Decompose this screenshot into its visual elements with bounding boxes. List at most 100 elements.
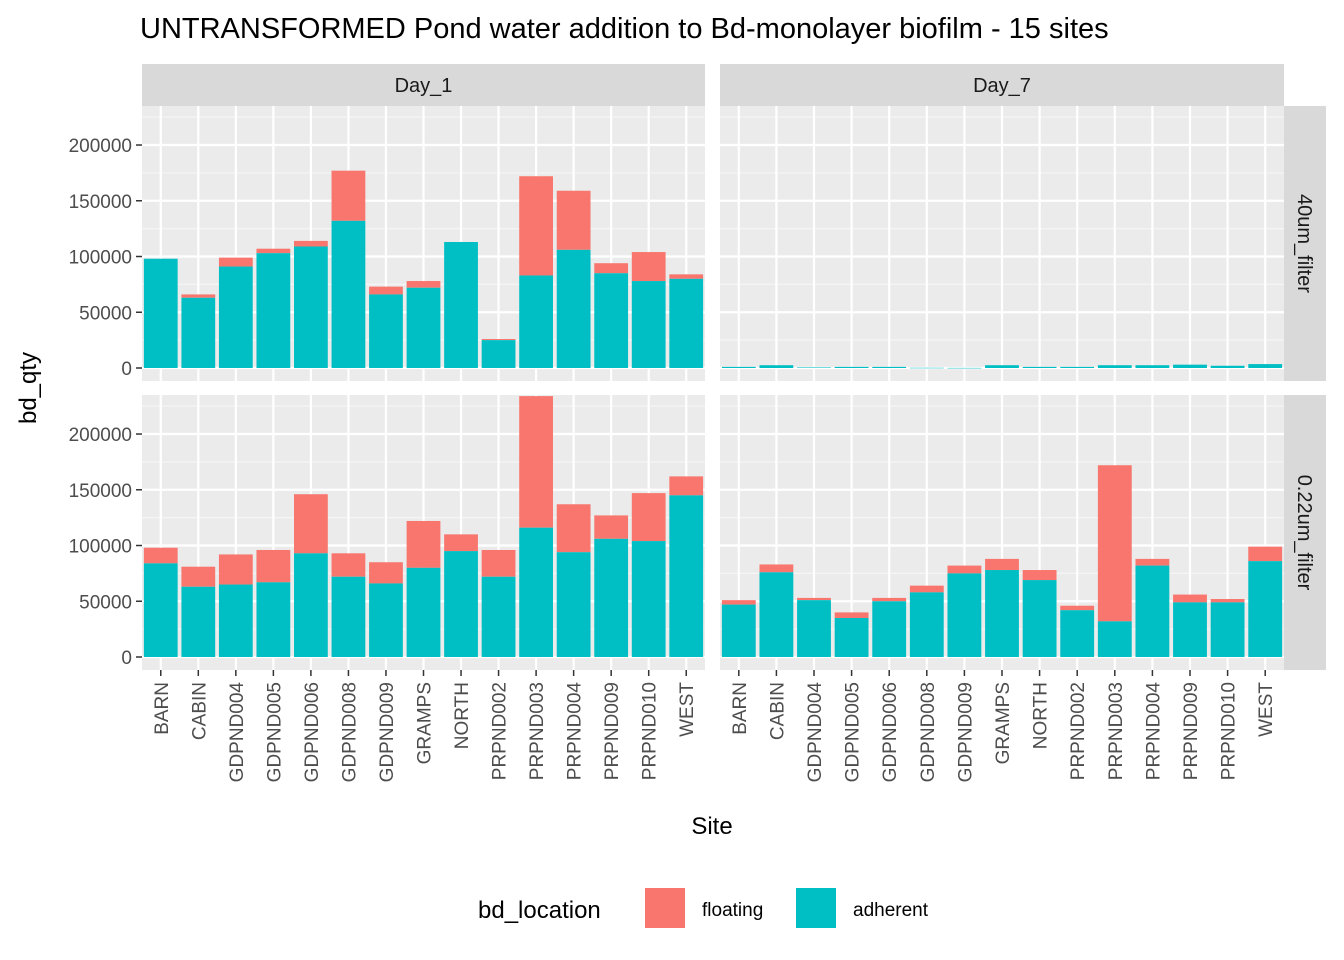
bar-floating <box>1135 558 1170 566</box>
bar-floating <box>481 339 516 341</box>
bar-adherent <box>1022 580 1057 657</box>
y-tick-label: 50000 <box>79 303 132 324</box>
x-tick-label: WEST <box>1256 682 1277 737</box>
facet-label-col: Day_7 <box>973 75 1031 97</box>
bar-adherent <box>669 495 704 657</box>
x-tick-label: PRPND004 <box>1143 682 1164 781</box>
bar-adherent <box>1060 366 1095 368</box>
bar-floating <box>143 547 178 564</box>
bar-floating <box>294 240 328 247</box>
bar-floating <box>721 600 756 605</box>
x-tick-label: PRPND002 <box>1068 682 1089 780</box>
x-tick-label: GDPND009 <box>377 682 398 782</box>
y-tick-label: 50000 <box>79 592 132 613</box>
bar-adherent <box>909 367 944 369</box>
legend: bd_location floating adherent <box>478 888 929 928</box>
bar-adherent <box>1173 364 1207 368</box>
bar-floating <box>1173 594 1207 603</box>
bar-floating <box>481 549 516 577</box>
x-tick-label: GRAMPS <box>415 682 436 764</box>
bar-adherent <box>721 604 756 657</box>
x-tick-label: PRPND009 <box>1181 682 1202 780</box>
bar-adherent <box>594 273 629 368</box>
bar-adherent <box>218 266 253 368</box>
bar-floating <box>444 534 478 552</box>
bar-adherent <box>631 541 666 657</box>
y-tick-label: 200000 <box>69 136 132 157</box>
facet-panel: BARN CABIN GDPND004 GDPND005 GDPND006 GDPND00… <box>720 395 1284 782</box>
bar-adherent <box>406 567 441 657</box>
bar-adherent <box>444 551 478 657</box>
bar-floating <box>406 520 441 568</box>
facet-panel: 0 50000 100000 150000 200000 <box>69 106 705 381</box>
bar-adherent <box>181 297 216 368</box>
bar-floating <box>1060 605 1095 611</box>
bar-floating <box>369 286 403 295</box>
bar-adherent <box>481 576 516 657</box>
bar-adherent <box>947 573 982 657</box>
x-axis-title: Site <box>691 813 732 840</box>
y-tick-label: 150000 <box>69 192 132 213</box>
bar-adherent <box>909 592 944 657</box>
x-tick-label: GDPND006 <box>302 682 323 782</box>
bar-adherent <box>331 220 366 368</box>
bar-adherent <box>1022 366 1057 368</box>
legend-label-floating: floating <box>702 900 763 921</box>
bar-adherent <box>1097 621 1132 657</box>
bar-adherent <box>556 552 591 657</box>
x-tick-label: NORTH <box>1031 682 1052 749</box>
x-tick-label: GDPND009 <box>955 682 976 782</box>
legend-label-adherent: adherent <box>853 900 929 921</box>
bar-floating <box>909 585 944 593</box>
chart-title: UNTRANSFORMED Pond water addition to Bd-… <box>140 13 1109 45</box>
bar-adherent <box>1060 610 1095 657</box>
bar-adherent <box>759 365 794 368</box>
x-tick-label: PRPND003 <box>1106 682 1127 780</box>
x-tick-label: PRPND010 <box>640 682 661 780</box>
bar-adherent <box>294 553 328 657</box>
bar-floating <box>256 549 291 583</box>
bar-floating <box>985 558 1019 571</box>
bar-floating <box>1097 465 1132 622</box>
bar-floating <box>594 263 629 274</box>
bar-floating <box>181 566 216 587</box>
bar-adherent <box>1210 602 1245 657</box>
x-tick-label: WEST <box>677 682 698 737</box>
bar-adherent <box>872 601 907 657</box>
x-tick-label: GDPND006 <box>880 682 901 782</box>
bar-adherent <box>631 281 666 368</box>
bar-floating <box>181 294 216 298</box>
bar-adherent <box>1210 365 1245 368</box>
bar-floating <box>218 257 253 267</box>
bar-floating <box>669 274 704 279</box>
bar-floating <box>556 190 591 250</box>
bar-adherent <box>797 600 831 657</box>
bar-adherent <box>1248 561 1283 657</box>
bar-adherent <box>985 365 1019 368</box>
bar-adherent <box>721 366 756 368</box>
facet-label-row: 40um_filter <box>1293 194 1315 293</box>
bar-floating <box>556 504 591 553</box>
x-tick-label: GRAMPS <box>993 682 1014 764</box>
bar-floating <box>1210 599 1245 603</box>
legend-items: floating adherent <box>645 888 929 928</box>
facet-strip-row <box>1284 106 1326 381</box>
bar-floating <box>1248 546 1283 562</box>
bar-floating <box>631 493 666 542</box>
x-tick-label: CABIN <box>189 682 210 740</box>
legend-title: bd_location <box>478 897 601 924</box>
bar-adherent <box>1248 364 1283 368</box>
x-tick-label: GDPND004 <box>805 682 826 783</box>
x-tick-label: PRPND003 <box>527 682 548 780</box>
bar-floating <box>797 597 831 601</box>
facet-panel: 0 50000 100000 150000 200000 BARN CABIN GDPND00… <box>69 395 705 782</box>
x-tick-label: GDPND008 <box>339 682 360 782</box>
bar-adherent <box>947 367 982 369</box>
x-tick-label: GDPND005 <box>264 682 285 782</box>
bar-adherent <box>1173 602 1207 657</box>
bar-adherent <box>143 258 178 368</box>
bar-floating <box>218 554 253 585</box>
bar-adherent <box>1097 365 1132 368</box>
bar-adherent <box>369 583 403 657</box>
